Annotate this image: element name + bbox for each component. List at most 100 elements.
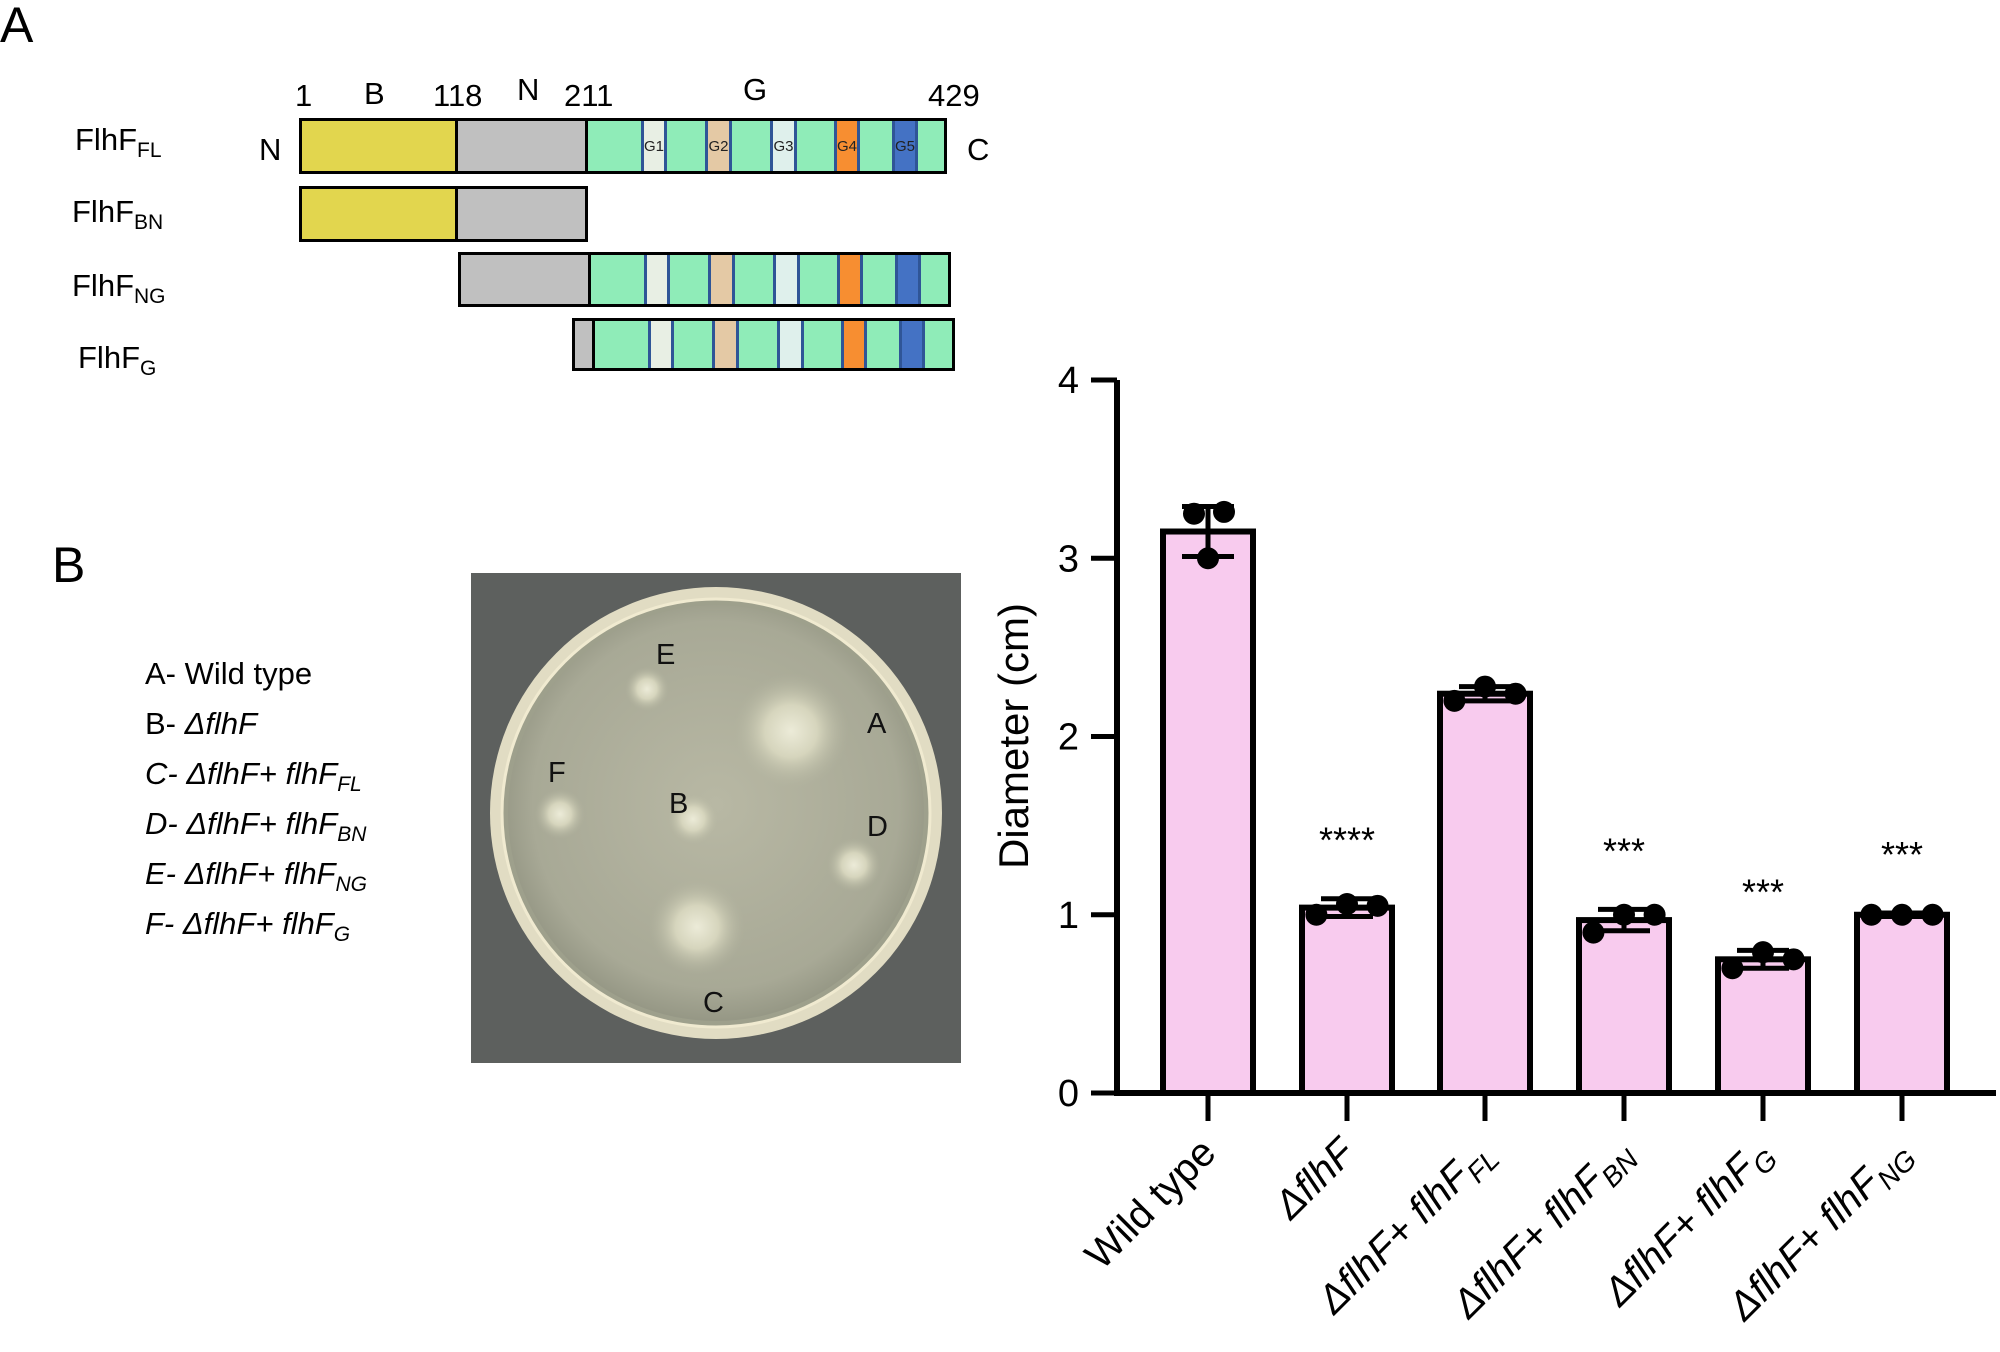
- data-point-0-0: [1183, 502, 1205, 525]
- motif-g2: [708, 255, 735, 304]
- n-terminus-label: N: [259, 132, 282, 167]
- significance-label-4: ***: [1742, 871, 1784, 912]
- legend-line-d: D- ΔflhF+ flhFBN: [145, 806, 367, 847]
- data-point-0-1: [1213, 500, 1235, 523]
- data-point-3-0: [1582, 921, 1605, 944]
- n-domain: [458, 189, 585, 239]
- motif-g3: G3: [770, 121, 797, 171]
- significance-label-1: ****: [1319, 820, 1375, 861]
- y-axis-label: Diameter (cm): [990, 603, 1037, 869]
- b-domain: [302, 189, 458, 239]
- significance-label-3: ***: [1603, 830, 1645, 871]
- bar-4: [1715, 956, 1811, 1096]
- plate-label-a: A: [867, 708, 887, 740]
- motif-g4: G4: [834, 121, 860, 171]
- data-point-4-0: [1721, 957, 1744, 980]
- domain-bar-ng: [458, 252, 951, 307]
- panel-a-letter: A: [0, 0, 34, 53]
- g-domain: [591, 255, 948, 304]
- motif-g4: [837, 255, 863, 304]
- motif-g3: [773, 255, 800, 304]
- colony-f: [535, 789, 585, 839]
- petri-plate-photo: A B C D E F: [471, 573, 961, 1063]
- motif-g5: G5: [892, 121, 918, 171]
- motif-g2: [712, 321, 739, 368]
- x-tick-label-1: ΔflhF: [1265, 1128, 1365, 1228]
- data-point-3-2: [1643, 903, 1666, 926]
- data-point-2-0: [1443, 689, 1466, 712]
- position-211: 211: [564, 78, 614, 113]
- data-point-4-2: [1782, 948, 1805, 971]
- data-point-5-0: [1860, 903, 1883, 926]
- bar-3: [1576, 917, 1672, 1096]
- motif-g5: [895, 255, 921, 304]
- protein-label-g: FlhFG: [78, 340, 157, 381]
- c-terminus-label: C: [967, 132, 990, 167]
- panel-b-letter: B: [52, 537, 86, 593]
- domain-label-g: G: [743, 72, 768, 107]
- motif-g1: G1: [641, 121, 667, 171]
- data-point-1-1: [1336, 893, 1358, 916]
- plate-label-e: E: [656, 639, 676, 671]
- protein-label-fl: FlhFFL: [75, 122, 162, 163]
- domain-bar-bn: [299, 186, 588, 242]
- domain-label-b: B: [364, 76, 385, 111]
- bar-0: [1160, 528, 1256, 1096]
- legend-line-a: A- Wild type: [145, 656, 313, 691]
- legend-line-b: B- ΔflhF: [145, 706, 258, 741]
- y-tick-label-3: 3: [1058, 538, 1079, 580]
- legend-line-c: C- ΔflhF+ flhFFL: [145, 756, 362, 797]
- colony-e: [625, 667, 669, 711]
- legend-line-e: E- ΔflhF+ flhFNG: [145, 856, 367, 897]
- data-point-5-1: [1891, 903, 1913, 926]
- b-domain: [302, 121, 458, 171]
- domain-bar-g: [572, 318, 955, 371]
- domain-label-n: N: [517, 72, 540, 107]
- position-429: 429: [928, 78, 980, 113]
- data-point-1-2: [1366, 894, 1389, 917]
- colony-a: [733, 673, 849, 789]
- motif-g1: [644, 255, 670, 304]
- protein-label-bn: FlhFBN: [72, 194, 164, 235]
- data-point-3-1: [1613, 903, 1635, 926]
- data-point-5-2: [1921, 903, 1944, 926]
- colony-c: [649, 879, 745, 975]
- data-point-2-1: [1474, 675, 1496, 698]
- position-1: 1: [295, 78, 313, 113]
- plate-label-f: F: [548, 757, 566, 789]
- plate-label-b: B: [669, 788, 689, 820]
- data-point-2-2: [1504, 682, 1527, 705]
- plate-label-d: D: [867, 811, 888, 843]
- motif-g5: [899, 321, 925, 368]
- n-domain-fragment: [575, 321, 595, 368]
- y-tick-label-0: 0: [1058, 1073, 1079, 1115]
- colony-d: [827, 838, 881, 892]
- x-tick-label-0: Wild type: [1077, 1130, 1224, 1277]
- n-domain: [461, 255, 591, 304]
- y-tick-label-4: 4: [1058, 360, 1079, 402]
- domain-bar-fl: G1 G2 G3 G4 G5: [299, 118, 947, 174]
- data-point-4-1: [1752, 941, 1774, 964]
- protein-label-ng: FlhFNG: [72, 268, 166, 309]
- data-point-1-0: [1305, 903, 1328, 926]
- motif-g4: [841, 321, 867, 368]
- bar-5: [1854, 911, 1950, 1096]
- bar-2: [1437, 690, 1533, 1096]
- bar-1: [1299, 904, 1395, 1096]
- colony-b: [667, 793, 719, 845]
- petri-plate-drawing: [471, 573, 961, 1063]
- plate-label-c: C: [703, 987, 724, 1019]
- position-118: 118: [433, 78, 483, 113]
- motif-g1: [648, 321, 674, 368]
- n-domain: [458, 121, 588, 171]
- g-domain: [595, 321, 952, 368]
- y-tick-label-1: 1: [1058, 895, 1079, 937]
- g-domain: G1 G2 G3 G4 G5: [588, 121, 944, 171]
- legend-line-f: F- ΔflhF+ flhFG: [145, 906, 351, 947]
- y-tick-label-2: 2: [1058, 717, 1079, 759]
- data-point-0-2: [1197, 547, 1219, 570]
- significance-label-5: ***: [1881, 834, 1923, 875]
- motif-g2: G2: [705, 121, 732, 171]
- motif-g3: [777, 321, 804, 368]
